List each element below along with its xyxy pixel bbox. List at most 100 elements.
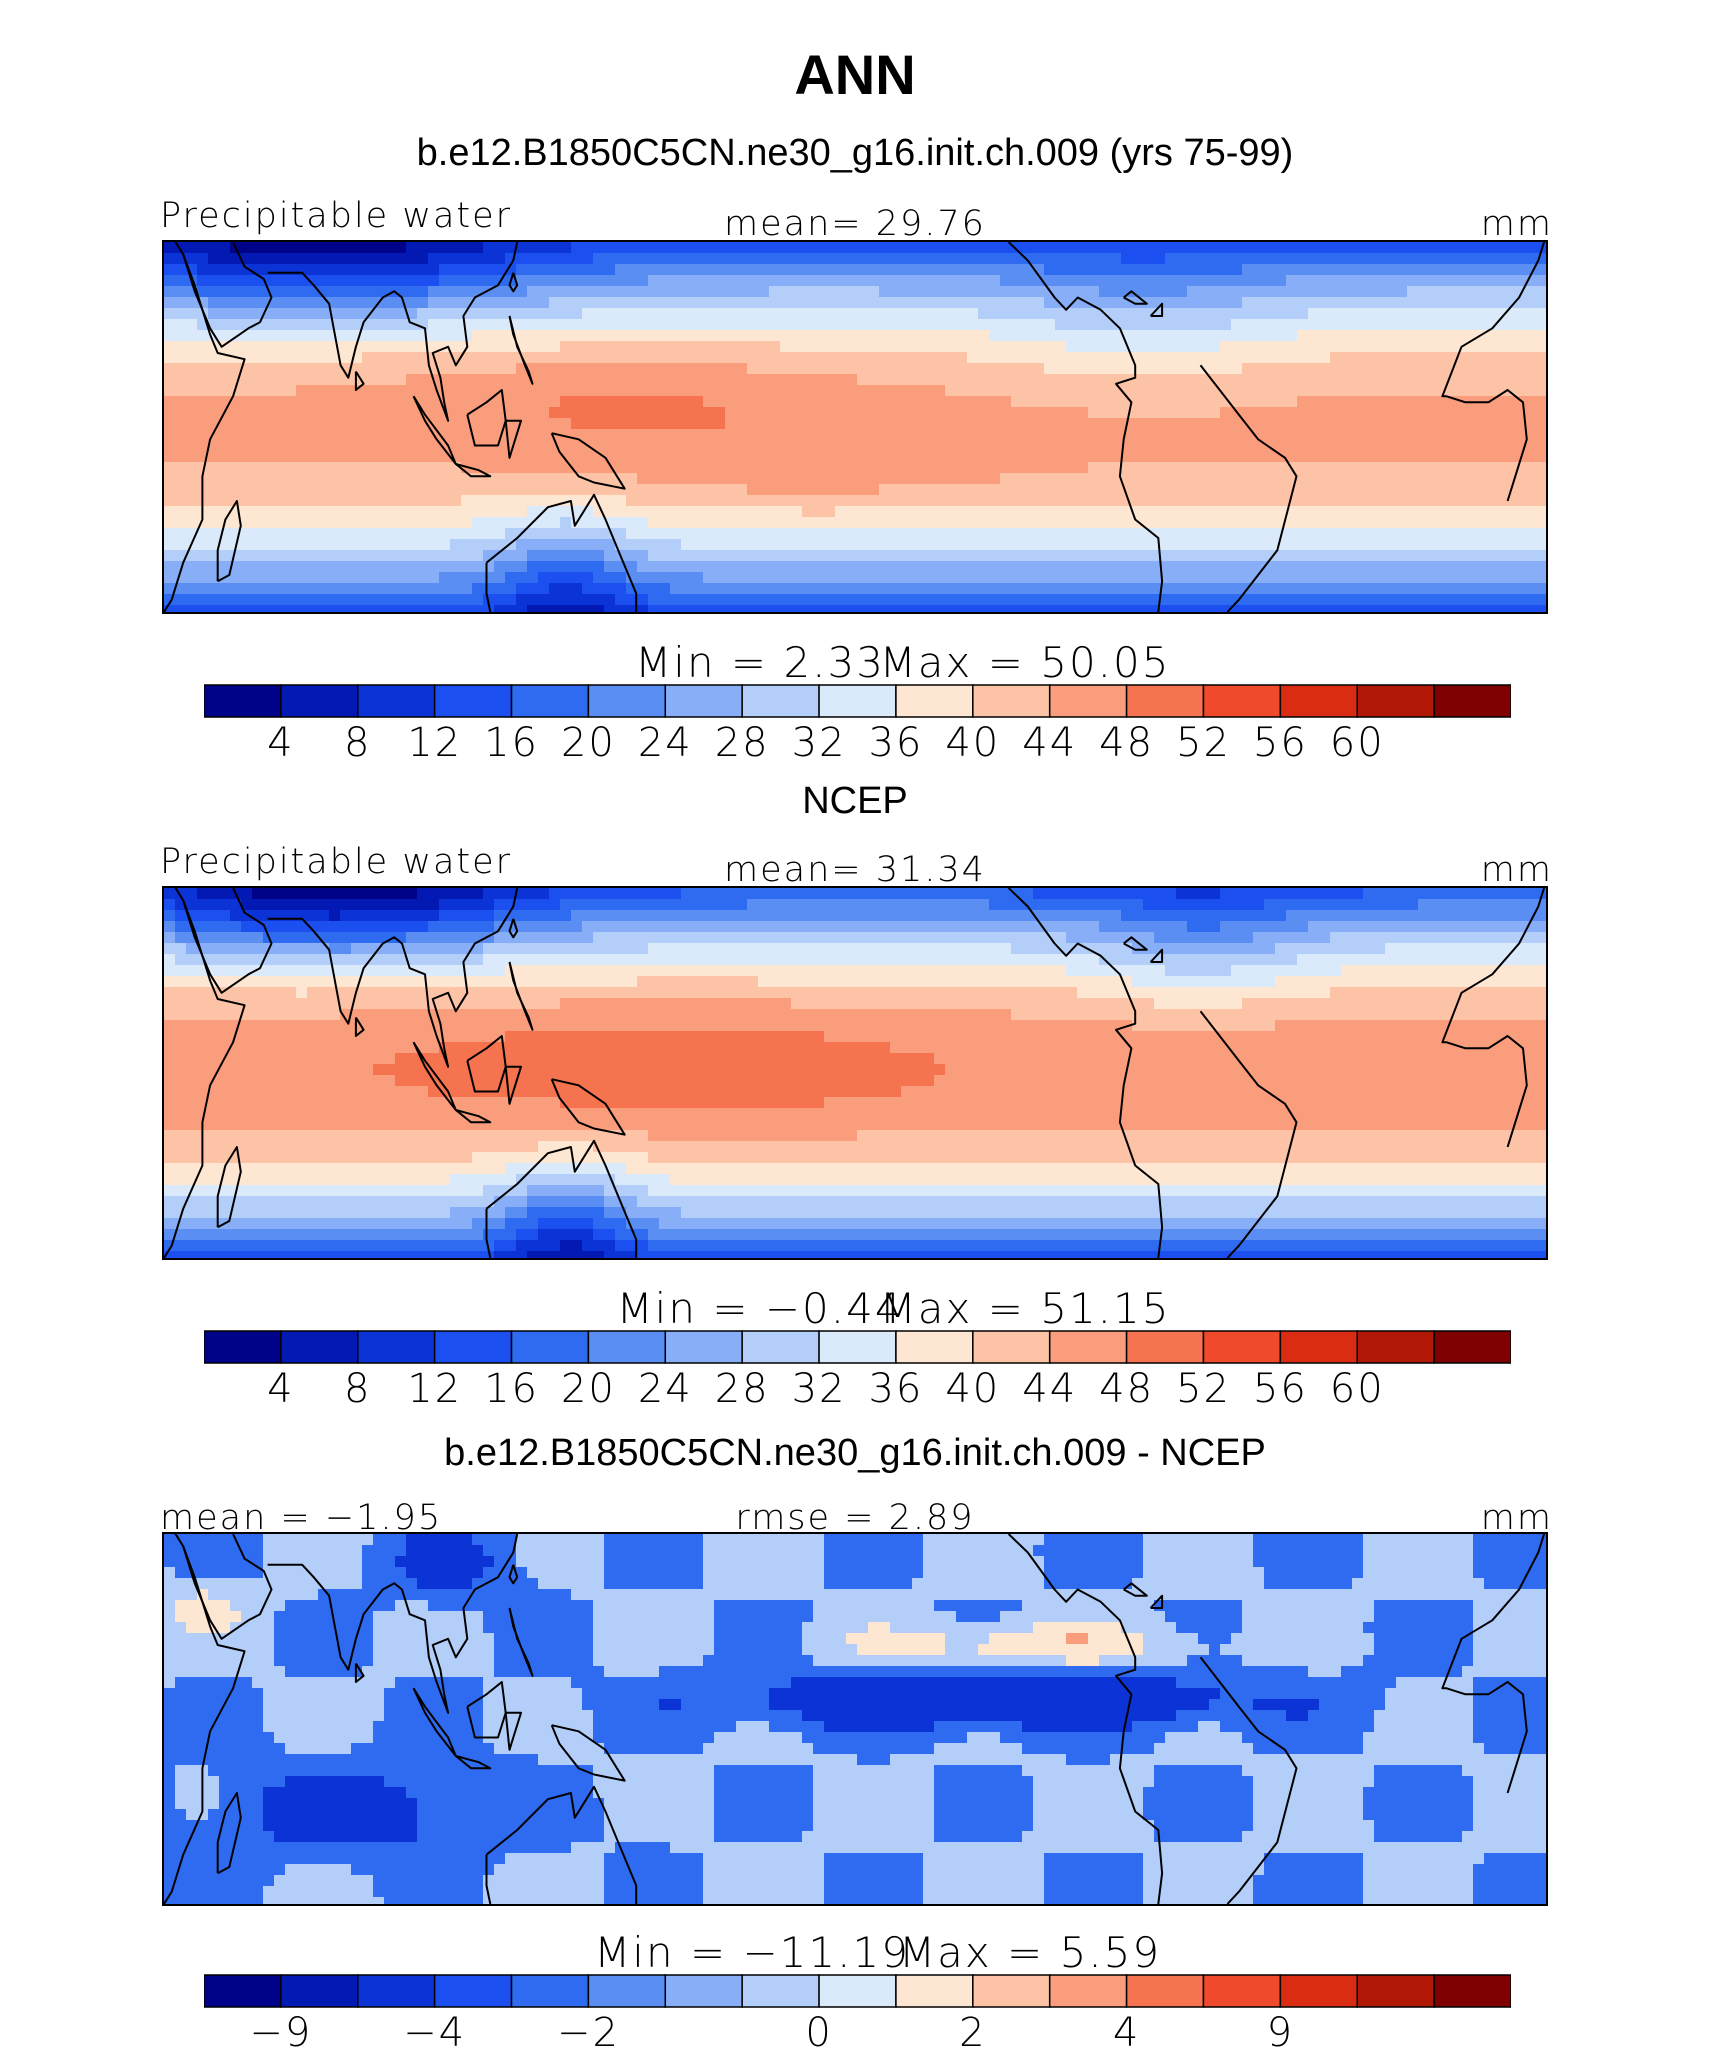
field-cell: [472, 594, 484, 606]
field-cell: [967, 319, 979, 331]
field-cell: [626, 275, 638, 287]
field-cell: [1330, 418, 1342, 430]
field-cell: [857, 330, 869, 342]
field-cell: [241, 517, 253, 529]
field-cell: [1176, 462, 1188, 474]
field-cell: [1077, 899, 1089, 911]
field-cell: [1121, 407, 1133, 419]
field-cell: [1506, 888, 1518, 900]
field-cell: [593, 352, 605, 364]
field-cell: [923, 484, 935, 496]
field-cell: [516, 517, 528, 529]
field-cell: [417, 943, 429, 955]
field-cell: [428, 253, 440, 265]
field-cell: [417, 528, 429, 540]
field-cell: [450, 363, 462, 375]
field-cell: [1396, 396, 1408, 408]
field-cell: [252, 330, 264, 342]
field-cell: [1418, 932, 1430, 944]
field-cell: [1077, 605, 1089, 612]
field-cell: [681, 319, 693, 331]
field-cell: [340, 539, 352, 551]
field-cell: [362, 517, 374, 529]
field-cell: [318, 888, 330, 900]
field-cell: [1341, 363, 1353, 375]
field-cell: [879, 539, 891, 551]
field-cell: [329, 407, 341, 419]
field-cell: [1341, 297, 1353, 309]
field-cell: [989, 286, 1001, 298]
field-cell: [956, 462, 968, 474]
field-cell: [1396, 528, 1408, 540]
field-cell: [1055, 319, 1067, 331]
field-cell: [868, 352, 880, 364]
field-cell: [846, 561, 858, 573]
field-cell: [428, 473, 440, 485]
field-cell: [1110, 583, 1122, 595]
field-cell: [1330, 550, 1342, 562]
field-cell: [1352, 264, 1364, 276]
field-cell: [879, 253, 891, 265]
field-cell: [1000, 297, 1012, 309]
field-cell: [1132, 462, 1144, 474]
field-cell: [637, 297, 649, 309]
field-cell: [263, 253, 275, 265]
field-cell: [1022, 297, 1034, 309]
field-cell: [637, 473, 649, 485]
field-cell: [1286, 275, 1298, 287]
field-cell: [879, 440, 891, 452]
field-cell: [483, 352, 495, 364]
field-cell: [967, 242, 979, 254]
field-cell: [263, 429, 275, 441]
field-cell: [681, 451, 693, 463]
field-cell: [186, 385, 198, 397]
field-cell: [1396, 253, 1408, 265]
field-cell: [714, 517, 726, 529]
field-cell: [1198, 242, 1210, 254]
field-cell: [637, 319, 649, 331]
field-cell: [329, 319, 341, 331]
field-cell: [197, 319, 209, 331]
field-cell: [439, 242, 451, 254]
field-cell: [406, 451, 418, 463]
field-cell: [252, 572, 264, 584]
field-cell: [1440, 572, 1452, 584]
field-cell: [373, 363, 385, 375]
field-cell: [637, 517, 649, 529]
field-cell: [1055, 385, 1067, 397]
field-cell: [758, 484, 770, 496]
field-cell: [1220, 407, 1232, 419]
field-cell: [1297, 330, 1309, 342]
field-cell: [307, 484, 319, 496]
field-cell: [1055, 594, 1067, 606]
field-cell: [736, 352, 748, 364]
field-cell: [593, 605, 605, 612]
field-cell: [1066, 528, 1078, 540]
field-cell: [1495, 385, 1507, 397]
field-cell: [769, 561, 781, 573]
field-cell: [747, 297, 759, 309]
field-cell: [560, 363, 572, 375]
field-cell: [1308, 418, 1320, 430]
field-cell: [1088, 517, 1100, 529]
field-cell: [307, 506, 319, 518]
field-cell: [912, 495, 924, 507]
field-cell: [340, 407, 352, 419]
field-cell: [461, 242, 473, 254]
field-cell: [1484, 352, 1496, 364]
field-cell: [395, 319, 407, 331]
field-cell: [307, 264, 319, 276]
field-cell: [1407, 899, 1419, 911]
field-cell: [417, 899, 429, 911]
field-cell: [1088, 528, 1100, 540]
field-cell: [329, 921, 341, 933]
field-cell: [736, 462, 748, 474]
field-cell: [934, 352, 946, 364]
field-cell: [747, 921, 759, 933]
field-cell: [769, 374, 781, 386]
field-cell: [1044, 330, 1056, 342]
field-cell: [362, 899, 374, 911]
field-cell: [604, 451, 616, 463]
field-cell: [846, 899, 858, 911]
field-cell: [1066, 242, 1078, 254]
